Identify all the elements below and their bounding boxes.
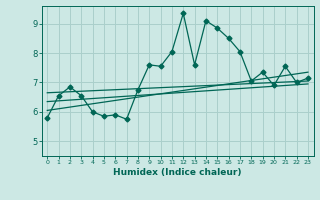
X-axis label: Humidex (Indice chaleur): Humidex (Indice chaleur)	[113, 168, 242, 177]
